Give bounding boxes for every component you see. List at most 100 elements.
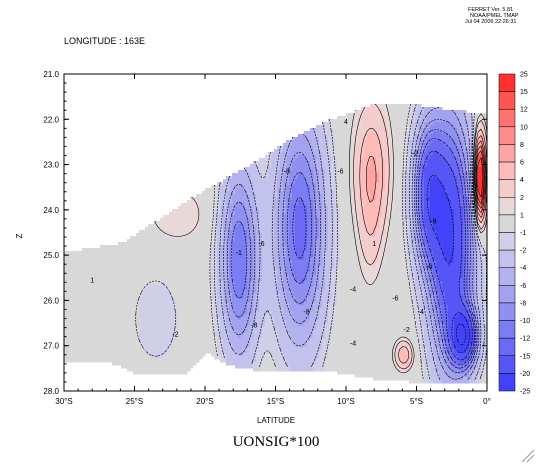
heatmap-cell (421, 206, 425, 210)
heatmap-cell (316, 137, 320, 141)
heatmap-cell (460, 257, 464, 261)
heatmap-cell (340, 245, 344, 249)
heatmap-cell (379, 224, 383, 228)
heatmap-cell (430, 248, 434, 252)
heatmap-cell (217, 188, 221, 192)
heatmap-cell (202, 236, 206, 240)
heatmap-cell (118, 242, 122, 246)
heatmap-cell (265, 233, 269, 237)
heatmap-cell (376, 236, 380, 240)
heatmap-cell (199, 197, 203, 201)
heatmap-cell (385, 107, 389, 111)
heatmap-cell (448, 149, 452, 153)
heatmap-cell (157, 257, 161, 261)
heatmap-cell (370, 116, 374, 120)
heatmap-cell (394, 266, 398, 270)
heatmap-cell (307, 227, 311, 231)
heatmap-cell (379, 128, 383, 132)
heatmap-cell (382, 170, 386, 174)
heatmap-cell (457, 239, 461, 243)
heatmap-cell (484, 251, 487, 255)
heatmap-cell (304, 146, 308, 150)
heatmap-cell (298, 224, 302, 228)
heatmap-cell (241, 209, 245, 213)
heatmap-cell (355, 116, 359, 120)
heatmap-cell (394, 254, 398, 258)
heatmap-cell (298, 146, 302, 150)
heatmap-cell (433, 254, 437, 258)
heatmap-cell (262, 227, 266, 231)
heatmap-cell (385, 251, 389, 255)
heatmap-cell (445, 257, 449, 261)
heatmap-cell (259, 251, 263, 255)
heatmap-cell (361, 194, 365, 198)
heatmap-cell (370, 260, 374, 264)
heatmap-cell (400, 191, 404, 195)
heatmap-cell (451, 254, 455, 258)
heatmap-cell (385, 242, 389, 246)
heatmap-cell (448, 194, 452, 198)
heatmap-cell (427, 179, 431, 183)
heatmap-cell (124, 266, 128, 270)
heatmap-cell (301, 167, 305, 171)
heatmap-cell (388, 134, 392, 138)
heatmap-cell (397, 155, 401, 159)
heatmap-cell (385, 188, 389, 192)
heatmap-cell (439, 251, 443, 255)
heatmap-cell (364, 215, 368, 219)
heatmap-cell (196, 239, 200, 243)
heatmap-cell (373, 197, 377, 201)
heatmap-cell (472, 236, 476, 240)
heatmap-cell (301, 251, 305, 255)
heatmap-cell (481, 137, 485, 141)
heatmap-cell (364, 149, 368, 153)
heatmap-cell (307, 170, 311, 174)
heatmap-cell (292, 215, 296, 219)
heatmap-cell (337, 188, 341, 192)
heatmap-cell (466, 146, 470, 150)
heatmap-cell (445, 203, 449, 207)
heatmap-cell (190, 233, 194, 237)
heatmap-cell (463, 203, 467, 207)
heatmap-cell (289, 245, 293, 249)
heatmap-cell (469, 215, 473, 219)
heatmap-cell (352, 143, 356, 147)
heatmap-cell (394, 257, 398, 261)
heatmap-cell (169, 224, 173, 228)
heatmap-cell (373, 206, 377, 210)
heatmap-cell (316, 140, 320, 144)
heatmap-cell (436, 260, 440, 264)
heatmap-cell (394, 239, 398, 243)
heatmap-cell (418, 182, 422, 186)
heatmap-cell (79, 266, 83, 270)
heatmap-cell (430, 146, 434, 150)
heatmap-cell (286, 203, 290, 207)
heatmap-cell (325, 134, 329, 138)
heatmap-cell (295, 245, 299, 249)
heatmap-cell (331, 152, 335, 156)
heatmap-cell (217, 245, 221, 249)
heatmap-cell (94, 260, 98, 264)
heatmap-cell (469, 188, 473, 192)
heatmap-cell (301, 203, 305, 207)
heatmap-cell (478, 143, 482, 147)
heatmap-cell (406, 110, 410, 114)
heatmap-cell (109, 266, 113, 270)
heatmap-cell (478, 176, 482, 180)
heatmap-cell (442, 110, 446, 114)
heatmap-cell (301, 245, 305, 249)
heatmap-cell (205, 266, 209, 270)
heatmap-cell (169, 254, 173, 258)
heatmap-cell (307, 176, 311, 180)
heatmap-cell (331, 230, 335, 234)
heatmap-cell (370, 152, 374, 156)
heatmap-cell (286, 140, 290, 144)
heatmap-cell (433, 188, 437, 192)
heatmap-cell (427, 209, 431, 213)
heatmap-cell (142, 239, 146, 243)
heatmap-cell (352, 236, 356, 240)
heatmap-cell (139, 263, 143, 267)
heatmap-cell (256, 173, 260, 177)
heatmap-cell (217, 251, 221, 255)
heatmap-cell (229, 230, 233, 234)
